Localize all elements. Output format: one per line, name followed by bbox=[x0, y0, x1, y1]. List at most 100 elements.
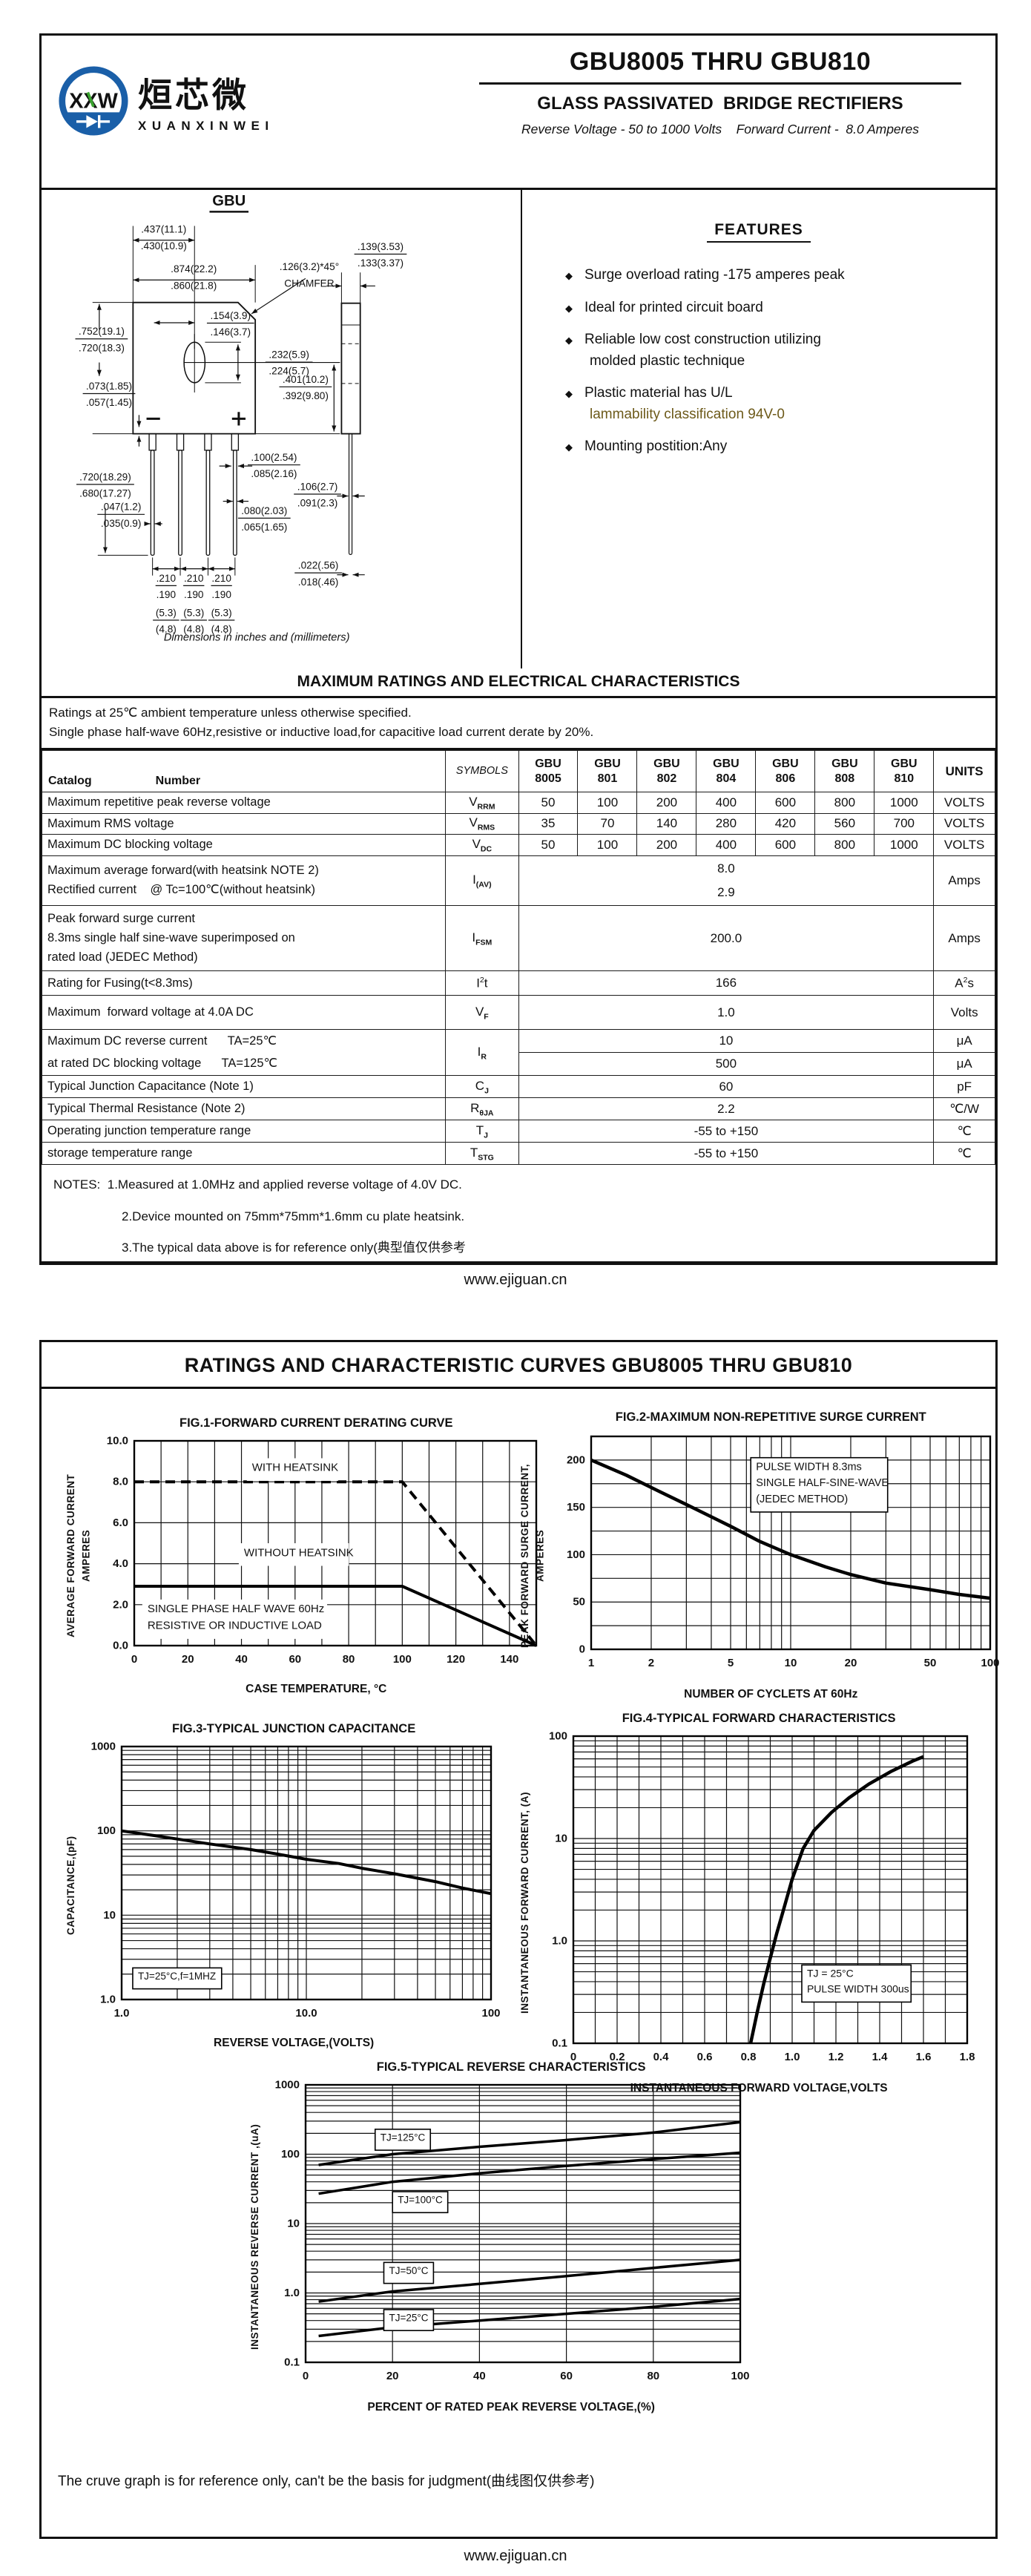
annotation-box bbox=[801, 1964, 912, 2003]
fig1-title: FIG.1-FORWARD CURRENT DERATING CURVE bbox=[179, 1416, 453, 1430]
annotation-text: TJ = 25°C bbox=[807, 1968, 854, 1979]
series-curve bbox=[318, 2258, 741, 2303]
annotation-box bbox=[383, 2261, 435, 2284]
svg-text:100: 100 bbox=[392, 1653, 411, 1666]
series-curve bbox=[318, 2120, 741, 2166]
company-name-en: XUANXINWEI bbox=[138, 119, 274, 133]
diamond-bullet-icon: ◆ bbox=[565, 441, 573, 453]
ratings-condition-2: Single phase half-wave 60Hz,resistive or… bbox=[49, 724, 594, 739]
annotation-text: RESISTIVE OR INDUCTIVE LOAD bbox=[147, 1620, 321, 1632]
annotation-text: TJ=25°C bbox=[389, 2312, 429, 2323]
annotation-box bbox=[246, 1458, 338, 1481]
svg-text:5: 5 bbox=[727, 1657, 733, 1669]
package-name: GBU bbox=[212, 193, 246, 209]
svg-text:20: 20 bbox=[844, 1657, 857, 1669]
ratings-table: Catalog Number SYMBOLS GBU 8005 GBU 801 GBU 802 G… bbox=[41, 750, 995, 1166]
dimension-label: (5.3) bbox=[183, 607, 204, 618]
diamond-bullet-icon: ◆ bbox=[565, 270, 573, 281]
svg-text:1: 1 bbox=[587, 1657, 593, 1669]
dimension-label: .210 bbox=[211, 573, 231, 584]
grid-lines bbox=[573, 1735, 968, 2044]
fig2-surge-current-chart: FIG.2-MAXIMUM NON-REPETITIVE SURGE CURRE… bbox=[518, 1410, 1002, 1701]
diamond-bullet-icon: ◆ bbox=[565, 335, 573, 346]
svg-text:100: 100 bbox=[281, 2148, 300, 2161]
svg-text:8.0: 8.0 bbox=[113, 1476, 128, 1488]
svg-text:10: 10 bbox=[104, 1909, 116, 1922]
logo-monogram: XXW bbox=[69, 90, 118, 114]
fig2-y-axis-label: PEAK FORWARD SURGE CURRENT, AMPERES bbox=[519, 1463, 546, 1648]
dimension-label: .190 bbox=[211, 589, 231, 600]
svg-text:150: 150 bbox=[566, 1501, 584, 1514]
package-outline-section: GBU bbox=[42, 190, 522, 668]
svg-text:0.1: 0.1 bbox=[284, 2356, 300, 2369]
fig2-x-axis-label: NUMBER OF CYCLETS AT 60Hz bbox=[684, 1688, 858, 1701]
fig1-forward-current-derating-chart: FIG.1-FORWARD CURRENT DERATING CURVE AVE… bbox=[64, 1416, 547, 1696]
dimension-label: .106(2.7) bbox=[297, 481, 338, 492]
dimension-labels: .437(11.1) .430(10.9) .874(22.2) .860(21.8)… bbox=[75, 224, 407, 635]
tick-labels: 0 20 40 60 80 100 120 140 0.0 2.0 4.0 6.0 8.0 10.0 bbox=[106, 1435, 518, 1666]
series-curve bbox=[121, 1829, 492, 1896]
annotation-text: WITHOUT HEATSINK bbox=[243, 1546, 353, 1559]
svg-text:20: 20 bbox=[181, 1653, 194, 1666]
datasheet-box-page2: RATINGS AND CHARACTERISTIC CURVES GBU800… bbox=[39, 1340, 999, 2539]
dimension-label: .073(1.85) bbox=[86, 381, 132, 392]
svg-text:0.1: 0.1 bbox=[552, 2037, 567, 2050]
page-title: GBU8005 THRU GBU810 bbox=[569, 47, 872, 76]
dimension-label: .057(1.45) bbox=[86, 397, 132, 408]
fig1-plot-area: 0 20 40 60 80 100 120 140 0.0 2.0 4.0 6.0 8.0 10.0 WIT… bbox=[106, 1435, 538, 1666]
dimension-label: .139(3.53) bbox=[358, 241, 403, 252]
svg-text:1.6: 1.6 bbox=[916, 2051, 932, 2063]
svg-text:1.0: 1.0 bbox=[114, 2007, 130, 2020]
svg-text:100: 100 bbox=[981, 1657, 999, 1669]
dimension-label: .232(5.9) bbox=[269, 349, 309, 360]
curves-disclaimer: The cruve graph is for reference only, c… bbox=[58, 2474, 595, 2489]
svg-text:100: 100 bbox=[731, 2370, 750, 2382]
fig4-plot-area: 0 0.2 0.4 0.6 0.8 1.0 1.2 1.4 1.6 1.8 0.1 1.0 10 100 T… bbox=[549, 1730, 975, 2064]
dimensions-caption: Dimensions in inches and (millimeters) bbox=[164, 632, 350, 644]
dimension-label: .100(2.54) bbox=[251, 452, 297, 463]
svg-text:1.0: 1.0 bbox=[284, 2287, 300, 2299]
table-row: Peak forward surge current 8.3ms single … bbox=[41, 905, 995, 972]
polarity-marks bbox=[146, 412, 246, 426]
website-footer: www.ejiguan.cn bbox=[464, 2548, 567, 2564]
svg-text:2.0: 2.0 bbox=[113, 1598, 128, 1611]
dimension-label: .401(10.2) bbox=[283, 374, 329, 385]
diamond-bullet-icon: ◆ bbox=[565, 302, 573, 314]
ratings-section-heading: MAXIMUM RATINGS AND ELECTRICAL CHARACTER… bbox=[42, 668, 995, 698]
dimension-label: .126(3.2)*45° bbox=[280, 261, 339, 272]
table-row: Typical Junction Capacitance (Note 1) CJ 6… bbox=[41, 1075, 995, 1099]
fig3-title: FIG.3-TYPICAL JUNCTION CAPACITANCE bbox=[172, 1722, 416, 1735]
table-row: Maximum DC blocking voltage VDC 50 100 200 40… bbox=[41, 834, 995, 856]
svg-text:0: 0 bbox=[131, 1653, 136, 1666]
annotation-box bbox=[383, 2309, 435, 2331]
svg-text:80: 80 bbox=[342, 1653, 355, 1666]
table-header-row: Catalog Number SYMBOLS GBU 8005 GBU 801 GBU 802 G… bbox=[41, 750, 995, 792]
svg-text:200: 200 bbox=[566, 1453, 584, 1466]
annotation-text: SINGLE PHASE HALF WAVE 60Hz bbox=[147, 1603, 323, 1615]
svg-text:1.0: 1.0 bbox=[100, 1994, 116, 2006]
dimension-label: .065(1.65) bbox=[241, 522, 287, 533]
fig4-title: FIG.4-TYPICAL FORWARD CHARACTERISTICS bbox=[622, 1712, 896, 1725]
dimension-label: (5.3) bbox=[211, 607, 232, 618]
website-footer: www.ejiguan.cn bbox=[464, 1272, 567, 1288]
plot-border bbox=[133, 1439, 537, 1647]
dimension-label: (4.8) bbox=[211, 624, 232, 635]
svg-text:0.4: 0.4 bbox=[653, 2051, 670, 2063]
dimension-label: .224(5.7) bbox=[269, 366, 309, 377]
svg-text:100: 100 bbox=[549, 1730, 567, 1743]
dimension-label: .680(17.27) bbox=[79, 488, 131, 499]
ratings-condition-1: Ratings at 25℃ ambient temperature unles… bbox=[49, 706, 412, 720]
feature-item: ◆ Surge overload rating -175 amperes peak bbox=[565, 265, 995, 286]
svg-text:100: 100 bbox=[482, 2007, 501, 2020]
dimension-label: CHAMFER bbox=[284, 277, 335, 289]
svg-text:10: 10 bbox=[288, 2218, 300, 2230]
annotation-box bbox=[142, 1599, 327, 1639]
dimension-label: .720(18.29) bbox=[79, 471, 131, 482]
curves-section-heading: RATINGS AND CHARACTERISTIC CURVES GBU800… bbox=[42, 1342, 995, 1389]
ratings-conditions: Ratings at 25℃ ambient temperature unles… bbox=[42, 698, 995, 750]
voltage-current-tagline: Reverse Voltage - 50 to 1000 Volts Forwa… bbox=[521, 122, 919, 137]
series-curve bbox=[134, 1480, 538, 1647]
svg-text:60: 60 bbox=[289, 1653, 301, 1666]
annotation-text: TJ=25°C,f=1MHZ bbox=[138, 1971, 216, 1982]
svg-text:10: 10 bbox=[784, 1657, 797, 1669]
